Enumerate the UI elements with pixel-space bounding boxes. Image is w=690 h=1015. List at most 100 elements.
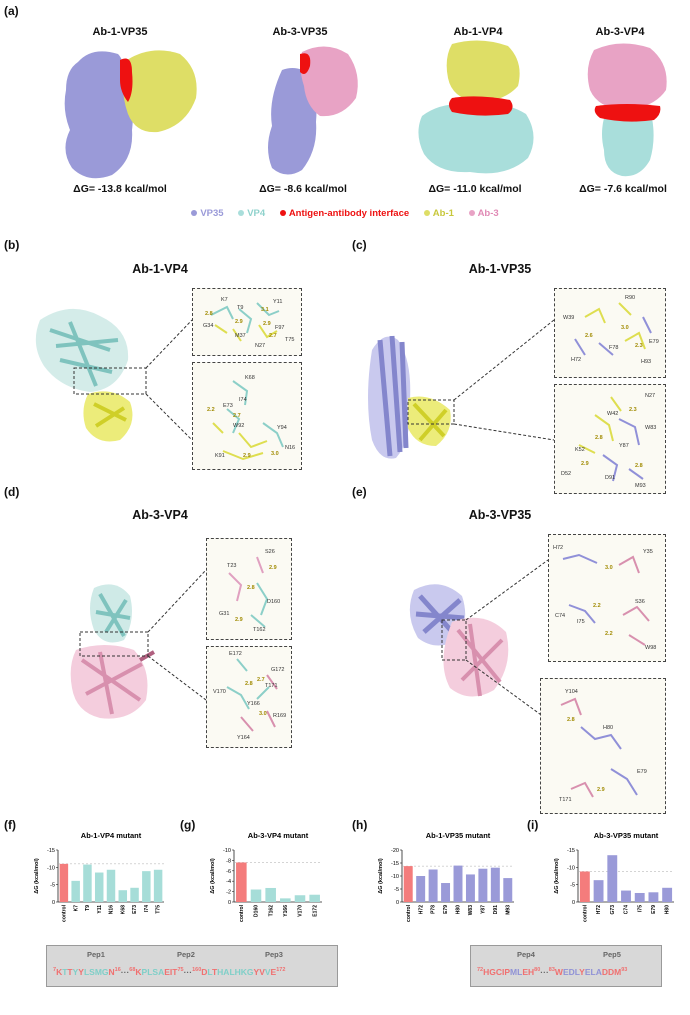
- res-d-bottom-5: Y166: [247, 701, 260, 707]
- bar-1-E172: [309, 894, 320, 902]
- sequence-segment: D: [201, 967, 208, 977]
- bar-1-V170: [294, 895, 306, 902]
- y-axis-label-1: ΔG (kcal/mol): [210, 858, 216, 894]
- y-tick-label-3-0: 0: [572, 900, 575, 906]
- res-e-bottom-0: Y104: [565, 689, 578, 695]
- x-tick-label-2-M93: M93: [505, 905, 511, 915]
- res-e-bottom-2: E79: [637, 769, 647, 775]
- bar-3-control: [579, 871, 590, 902]
- dist-e-top-1: 2.2: [593, 603, 601, 609]
- res-e-bottom-3: T171: [559, 797, 572, 803]
- legend-vp35: VP35: [191, 208, 224, 219]
- panel-label-g: (g): [180, 818, 196, 832]
- bar-1-D160: [250, 889, 262, 902]
- dist-d-bottom-2: 3.0: [259, 711, 267, 717]
- sticks-b-top: [210, 302, 280, 342]
- mutant-bar-charts: Ab-1-VP4 mutant 0 -5 -10 -15 ΔG (kcal/mol) con…: [34, 831, 674, 922]
- res-c-bottom-7: M93: [635, 483, 646, 489]
- bar-0-Y11: [94, 872, 104, 902]
- sequence-segment: 160: [192, 967, 202, 974]
- dist-b-bottom-1: 2.7: [233, 413, 241, 419]
- res-b-top-5: F97: [275, 325, 285, 331]
- bar-2-Y87: [478, 868, 488, 902]
- panel-label-e: (e): [352, 485, 367, 499]
- x-tick-label-3-H72: H72: [596, 905, 602, 914]
- x-tick-label-1-D160: D160: [254, 905, 260, 917]
- bar-0-K7: [71, 880, 80, 902]
- protein-surfaces-svg: [64, 40, 667, 179]
- sequence-segment: HGCIP: [483, 967, 511, 977]
- res-b-bottom-4: Y94: [277, 425, 287, 431]
- surface-ab3-vp35: [268, 46, 358, 175]
- panel-label-f: (f): [4, 818, 16, 832]
- x-tick-label-0-Y11: Y11: [97, 905, 103, 914]
- peptide-sequence-right: 72HGCIPMLEH80···83WEDLYELADDM93: [477, 967, 627, 977]
- y-tick-label-3-2: -10: [567, 865, 575, 871]
- zoom-b-bottom: K68 E73 I74 W92 Y94 N16 K91 2.2 2.7 2.9 …: [192, 362, 302, 470]
- sequence-segment: K: [56, 967, 63, 977]
- sequence-segment: EDL: [562, 967, 580, 977]
- y-tick-label-3-1: -5: [570, 883, 575, 889]
- panel-label-h: (h): [352, 818, 368, 832]
- peptide-sequence-left: 7KTTYYLSMGN16···68KPLSAEIT75···160DLTHAL…: [53, 967, 285, 977]
- y-tick-label-2-1: -5: [394, 887, 399, 893]
- bar-2-H80: [453, 865, 463, 902]
- y-tick-label-1-3: -6: [226, 869, 231, 875]
- res-c-bottom-1: W42: [607, 411, 619, 417]
- res-b-bottom-3: W92: [233, 423, 245, 429]
- zoom-b-top: K7 T9 Y11 G34 M37 F97 N27 T75 2.8 2.9 3.…: [192, 288, 302, 356]
- panel-label-d: (d): [4, 485, 20, 499]
- peptide-header-pep1: Pep1: [87, 950, 105, 959]
- res-c-bottom-2: W83: [645, 425, 657, 431]
- res-c-bottom-5: D52: [561, 471, 572, 477]
- bar-3-G73: [607, 855, 618, 902]
- x-tick-label-2-H72: H72: [418, 905, 424, 914]
- chart-title-0: Ab-1-VP4 mutant: [81, 831, 142, 840]
- y-tick-label-2-3: -15: [391, 861, 399, 867]
- res-c-top-5: H93: [641, 359, 652, 365]
- bar-2-W83: [465, 874, 475, 902]
- sticks-d-bottom: [226, 658, 278, 732]
- x-tick-label-0-N16: N16: [109, 905, 115, 914]
- sequence-segment: L: [517, 967, 523, 977]
- x-tick-label-1-Y166: Y166: [283, 905, 289, 917]
- sequence-segment: LSMG: [83, 967, 109, 977]
- res-b-bottom-5: N16: [285, 445, 296, 451]
- legend-label-interface: Antigen-antibody interface: [288, 208, 410, 219]
- bar-1-control: [236, 862, 247, 902]
- bar-0-T9: [83, 864, 92, 902]
- ribbon-structures-svg: [35, 308, 555, 721]
- sequence-segment: 93: [621, 967, 628, 974]
- sticks-c-bottom: [578, 396, 644, 482]
- bar-0-K68: [118, 890, 128, 902]
- sequence-segment: ELA: [584, 967, 602, 977]
- res-c-bottom-4: K52: [575, 447, 585, 453]
- res-e-top-0: H72: [553, 545, 564, 551]
- res-e-bottom-1: H80: [603, 725, 614, 731]
- sequence-segment: Y: [78, 967, 84, 977]
- complex-title-ab3-vp4: Ab-3-VP4: [595, 26, 645, 38]
- bar-1-Y166: [280, 898, 291, 902]
- sequence-segment: N: [108, 967, 115, 977]
- res-d-bottom-3: G172: [271, 667, 285, 673]
- res-e-top-4: S36: [635, 599, 645, 605]
- dist-c-bottom-3: 2.8: [635, 463, 643, 469]
- bar-3-I75: [634, 892, 645, 902]
- bar-2-control: [403, 866, 413, 902]
- x-tick-label-0-I74: I74: [144, 905, 150, 912]
- legend-vp4: VP4: [238, 208, 265, 219]
- res-d-top-4: T162: [253, 627, 266, 633]
- panel-title-c: Ab-1-VP35: [468, 262, 532, 276]
- res-e-top-1: Y35: [643, 549, 653, 555]
- x-tick-label-2-W83: W83: [468, 905, 474, 916]
- chart-title-3: Ab-3-VP35 mutant: [594, 831, 659, 840]
- dg-ab1-vp35: ΔG= -13.8 kcal/mol: [73, 183, 167, 195]
- bar-2-M93: [503, 878, 513, 902]
- x-tick-label-3-I75: I75: [637, 905, 643, 912]
- y-tick-label-1-5: -10: [223, 848, 231, 854]
- y-tick-label-0-3: -15: [47, 848, 55, 854]
- bar-0-I74: [142, 871, 151, 902]
- bar-2-E79: [441, 883, 451, 902]
- ribbon-b: [35, 308, 193, 442]
- sequence-segment: Y: [579, 967, 585, 977]
